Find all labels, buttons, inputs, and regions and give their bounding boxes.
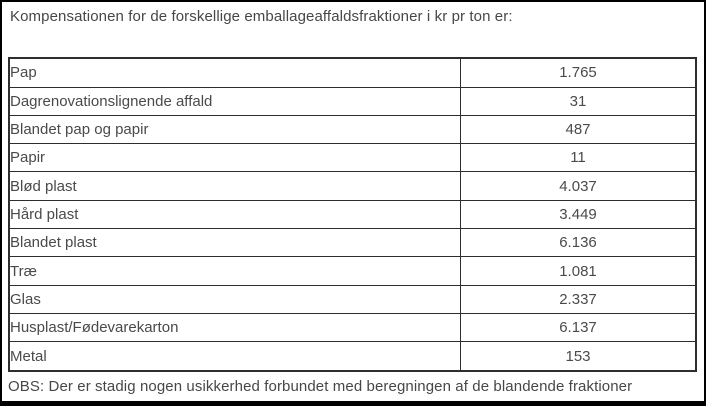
fraction-label: Blandet pap og papir (8, 114, 461, 145)
fraction-value: 6.137 (460, 312, 697, 343)
table-row: Blød plast 4.037 (8, 171, 697, 201)
fraction-label: Husplast/Fødevarekarton (8, 312, 461, 343)
fraction-label: Blandet plast (8, 228, 461, 258)
fraction-value: 1.765 (460, 57, 697, 88)
fraction-label: Hård plast (8, 199, 461, 230)
fraction-value: 1.081 (460, 256, 697, 286)
fraction-value: 153 (460, 341, 697, 372)
fraction-label: Blød plast (8, 171, 461, 201)
page-title: Kompensationen for de forskellige emball… (10, 8, 513, 25)
fraction-label: Træ (8, 256, 461, 286)
compensation-table-body: Pap 1.765 Dagrenovationslignende affald 31 B… (8, 57, 697, 372)
compensation-table: Pap 1.765 Dagrenovationslignende affald 31 B… (8, 57, 697, 372)
obs-note: OBS: Der er stadig nogen usikkerhed forb… (8, 378, 633, 395)
table-row: Papir 11 (8, 143, 697, 173)
fraction-label: Glas (8, 284, 461, 314)
fraction-value: 2.337 (460, 284, 697, 314)
table-row: Pap 1.765 (8, 57, 697, 88)
fraction-value: 6.136 (460, 228, 697, 258)
table-row: Hård plast 3.449 (8, 199, 697, 230)
table-row: Træ 1.081 (8, 256, 697, 286)
table-row: Metal 153 (8, 341, 697, 372)
fraction-value: 4.037 (460, 171, 697, 201)
fraction-label: Metal (8, 341, 461, 372)
fraction-label: Dagrenovationslignende affald (8, 86, 461, 116)
fraction-value: 11 (460, 143, 697, 173)
fraction-value: 3.449 (460, 199, 697, 230)
fraction-value: 487 (460, 114, 697, 145)
table-row: Husplast/Fødevarekarton 6.137 (8, 312, 697, 343)
table-row: Blandet plast 6.136 (8, 228, 697, 258)
table-row: Glas 2.337 (8, 284, 697, 314)
table-row: Dagrenovationslignende affald 31 (8, 86, 697, 116)
fraction-label: Papir (8, 143, 461, 173)
table-row: Blandet pap og papir 487 (8, 114, 697, 145)
fraction-value: 31 (460, 86, 697, 116)
fraction-label: Pap (8, 57, 461, 88)
